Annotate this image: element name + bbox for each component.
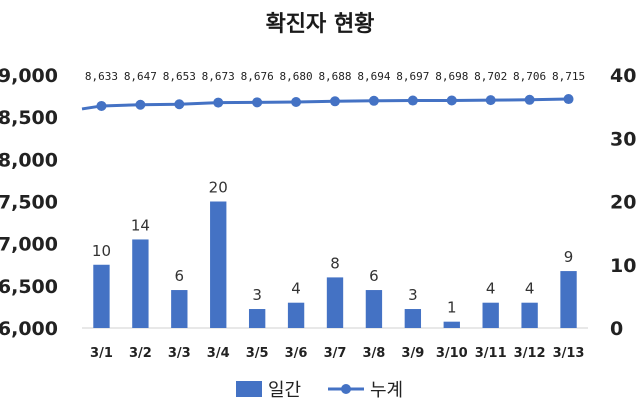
x-tick-label: 3/12: [514, 346, 546, 361]
bar-data-label: 9: [564, 248, 574, 266]
line-data-label: 8,676: [241, 70, 274, 83]
bar-daily: [521, 302, 538, 328]
bar-data-label: 1: [447, 299, 457, 317]
line-data-label: 8,694: [357, 70, 390, 83]
line-data-label: 8,633: [85, 70, 118, 83]
bar-daily: [171, 290, 188, 328]
bar-daily: [560, 271, 577, 328]
x-tick-label: 3/11: [475, 346, 507, 361]
x-tick-label: 3/1: [90, 346, 113, 361]
line-data-label: 8,688: [318, 70, 351, 83]
line-data-label: 8,715: [552, 70, 585, 83]
x-tick-label: 3/9: [401, 346, 424, 361]
right-axis-tick-label: 20: [610, 192, 636, 214]
left-axis-tick-label: 8,500: [0, 107, 58, 129]
bar-daily: [365, 290, 383, 328]
x-tick-label: 3/2: [129, 346, 152, 361]
line-data-label: 8,653: [163, 70, 196, 83]
left-axis-tick-label: 6,500: [0, 276, 58, 298]
bar-data-label: 4: [291, 280, 301, 298]
x-tick-label: 3/4: [207, 346, 230, 361]
left-axis-tick-label: 8,000: [0, 149, 58, 171]
left-axis-tick-label: 9,000: [0, 65, 58, 87]
bar-data-label: 3: [408, 286, 418, 304]
line-point: [291, 96, 302, 107]
right-axis-tick-label: 40: [610, 65, 636, 87]
line-data-label: 8,673: [202, 70, 235, 83]
bar-daily: [248, 309, 266, 328]
bar-daily: [404, 309, 422, 328]
line-point: [446, 95, 457, 106]
bar-daily: [210, 201, 227, 328]
left-axis-tick-label: 6,000: [0, 318, 58, 340]
line-data-label: 8,697: [396, 70, 429, 83]
bar-data-label: 4: [486, 280, 496, 298]
left-axis-tick-label: 7,500: [0, 192, 58, 214]
legend-swatch-daily: [236, 381, 262, 397]
x-tick-label: 3/6: [285, 346, 308, 361]
line-data-label: 8,698: [435, 70, 468, 83]
line-point: [174, 99, 185, 110]
line-point: [135, 99, 146, 110]
x-tick-label: 3/5: [246, 346, 269, 361]
line-point: [252, 97, 263, 108]
bar-data-label: 20: [209, 179, 228, 197]
x-tick-label: 3/3: [168, 346, 191, 361]
bar-daily: [287, 302, 305, 328]
x-tick-label: 3/10: [436, 346, 468, 361]
x-tick-label: 3/8: [363, 346, 386, 361]
bar-data-label: 14: [131, 216, 150, 234]
line-point: [368, 95, 379, 106]
legend-marker-cumulative: [341, 384, 351, 394]
right-axis-tick-label: 30: [610, 128, 636, 150]
line-cumulative: [81, 97, 569, 111]
chart-title: 확진자 현황: [265, 12, 375, 37]
line-data-label: 8,647: [124, 70, 157, 83]
right-axis-tick-label: 10: [610, 255, 636, 277]
line-point: [96, 100, 107, 111]
line-data-label: 8,706: [513, 70, 546, 83]
line-point: [330, 96, 340, 107]
bar-data-label: 10: [92, 242, 111, 260]
line-point: [485, 95, 496, 106]
bar-daily: [482, 302, 499, 328]
bar-data-label: 8: [330, 254, 340, 272]
bar-data-label: 6: [369, 267, 379, 285]
right-axis-tick-label: 0: [610, 318, 623, 340]
legend-label-cumulative: 누계: [370, 380, 403, 401]
bar-daily: [326, 277, 344, 328]
bar-data-label: 3: [252, 286, 262, 304]
bar-data-label: 6: [175, 267, 185, 285]
line-point: [213, 97, 224, 108]
bar-data-label: 4: [525, 280, 535, 298]
legend-label-daily: 일간: [268, 380, 301, 401]
bar-daily: [132, 239, 149, 328]
bar-daily: [443, 321, 460, 328]
line-point: [563, 94, 574, 105]
bar-daily: [93, 264, 110, 328]
line-data-label: 8,702: [474, 70, 507, 83]
line-point: [524, 94, 535, 105]
x-tick-label: 3/7: [324, 346, 347, 361]
x-tick-label: 3/13: [553, 346, 585, 361]
line-data-label: 8,680: [280, 70, 313, 83]
line-point: [407, 95, 418, 106]
left-axis-tick-label: 7,000: [0, 234, 58, 256]
